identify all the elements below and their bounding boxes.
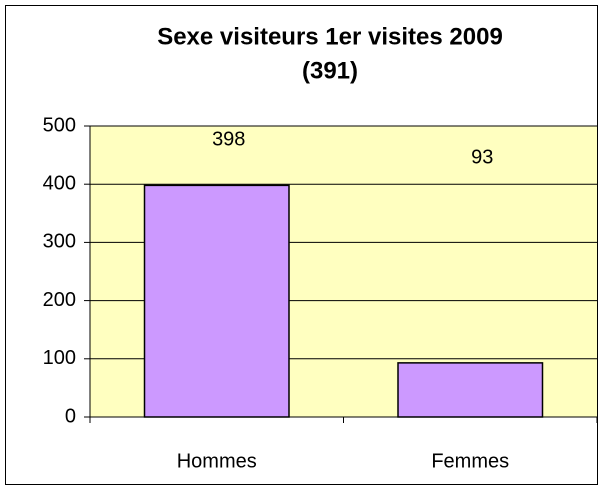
- chart-title: (391): [302, 57, 358, 84]
- y-tick-label: 300: [43, 231, 76, 253]
- x-tick-label: Femmes: [431, 450, 509, 472]
- bar: [397, 362, 544, 418]
- y-tick-label: 200: [43, 289, 76, 311]
- y-tick-label: 100: [43, 347, 76, 369]
- y-tick-label: 400: [43, 172, 76, 194]
- data-label: 93: [471, 146, 493, 168]
- x-tick-label: Hommes: [177, 450, 257, 472]
- bar: [143, 184, 290, 418]
- y-tick-label: 500: [43, 114, 76, 136]
- chart-title: Sexe visiteurs 1er visites 2009: [157, 23, 503, 50]
- y-tick-label: 0: [65, 405, 76, 427]
- data-label: 398: [212, 128, 245, 150]
